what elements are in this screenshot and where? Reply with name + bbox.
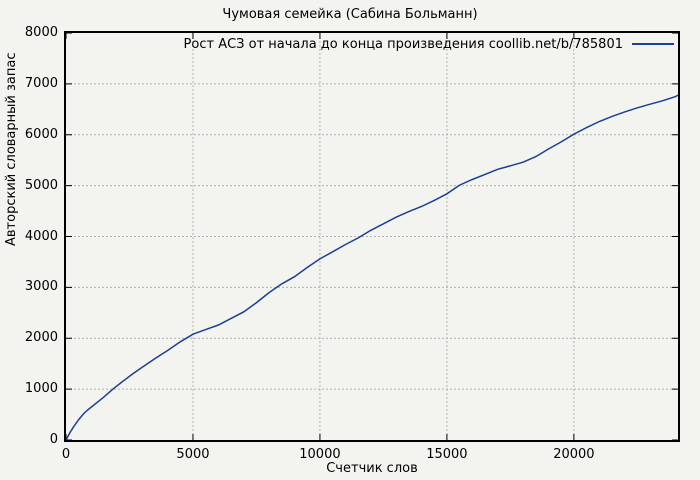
x-tick-label: 5000 bbox=[176, 447, 210, 462]
y-tick-label: 2000 bbox=[24, 330, 58, 346]
y-tick-label: 6000 bbox=[24, 126, 58, 142]
series-curve bbox=[66, 94, 678, 440]
x-tick-label: 20000 bbox=[553, 447, 595, 462]
y-tick-label: 8000 bbox=[24, 25, 58, 40]
x-tick-label: 15000 bbox=[426, 447, 468, 462]
y-tick-label: 4000 bbox=[24, 228, 58, 244]
y-tick-label: 0 bbox=[49, 432, 58, 447]
chart-title: Чумовая семейка (Сабина Больманн) bbox=[222, 7, 478, 22]
x-tick-label: 10000 bbox=[299, 447, 341, 462]
x-tick-label: 0 bbox=[61, 447, 71, 462]
y-tick-label: 5000 bbox=[24, 177, 58, 193]
y-tick-label: 3000 bbox=[24, 279, 58, 295]
plot-area bbox=[66, 33, 678, 440]
x-axis-label: Счетчик слов bbox=[326, 461, 418, 476]
legend-label: Рост АСЗ от начала до конца произведения… bbox=[183, 36, 623, 52]
legend: Рост АСЗ от начала до конца произведения… bbox=[184, 36, 674, 52]
y-tick-label: 7000 bbox=[24, 75, 58, 91]
legend-line-sample bbox=[632, 43, 674, 45]
y-tick-label: 1000 bbox=[24, 381, 58, 397]
plot-border bbox=[64, 31, 680, 442]
